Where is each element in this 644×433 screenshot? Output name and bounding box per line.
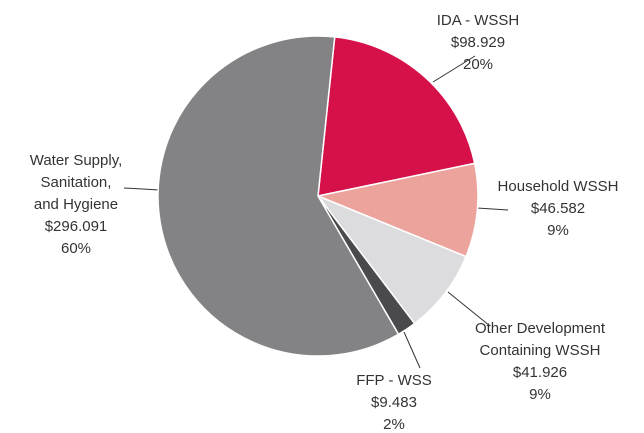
leader-line (476, 207, 509, 211)
slice-label: Other Development Containing WSSH $41.926… (450, 318, 630, 406)
value-label: $9.483 (371, 394, 417, 411)
leader-line (447, 291, 491, 327)
slice-label: IDA - WSSH $98.929 20% (408, 10, 548, 76)
category-label: IDA - WSSH (436, 12, 520, 29)
slice-label: Household WSSH $46.582 9% (483, 176, 633, 242)
percentage-label: 60% (60, 240, 92, 257)
percentage-label: 20% (462, 56, 494, 73)
pie-slice (317, 36, 476, 197)
category-label: Household WSSH (497, 178, 619, 195)
pie-slice (315, 162, 479, 258)
value-label: $296.091 (44, 218, 108, 235)
percentage-label: 9% (529, 386, 551, 403)
category-label: FFP - WSS (356, 372, 432, 389)
slice-label: FFP - WSS $9.483 2% (334, 370, 454, 433)
category-label: Other Development Containing WSSH (474, 320, 606, 359)
leader-line (123, 187, 161, 191)
pie-slice (157, 35, 400, 357)
slice-label: Water Supply, Sanitation, and Hygiene $29… (26, 150, 126, 260)
leader-line (432, 55, 476, 83)
percentage-label: 9% (547, 222, 569, 239)
leader-line (403, 331, 421, 369)
pie-slice (315, 194, 468, 325)
leader-lines (123, 55, 509, 369)
percentage-label: 2% (383, 416, 405, 433)
category-label: Water Supply, Sanitation, and Hygiene (29, 152, 123, 213)
value-label: $98.929 (450, 34, 506, 51)
value-label: $41.926 (512, 364, 568, 381)
value-label: $46.582 (530, 200, 586, 217)
